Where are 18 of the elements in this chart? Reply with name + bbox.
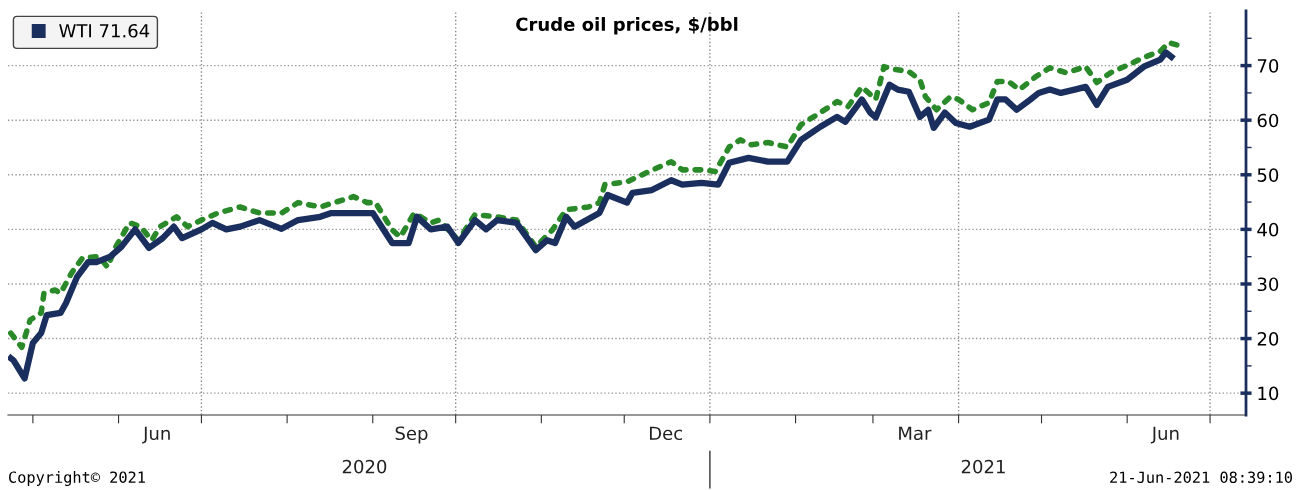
x-tick-label: Jun bbox=[142, 426, 170, 444]
x-tick-label: Sep bbox=[395, 426, 428, 444]
chart-title: Crude oil prices, $/bbl bbox=[516, 17, 738, 35]
y-tick-label: 70 bbox=[1257, 59, 1279, 73]
y-tick-label: 10 bbox=[1258, 386, 1279, 401]
y-tick-label: 40 bbox=[1257, 222, 1279, 237]
text: 21-Jun-2021 08:39:10 bbox=[1110, 471, 1293, 484]
x-tick-label: Jun bbox=[1150, 426, 1179, 444]
legend-label: WTI 71.64 bbox=[59, 23, 150, 38]
y-tick-label: 20 bbox=[1257, 332, 1279, 346]
text: Copyright© 2021 bbox=[9, 471, 145, 486]
x2-tick-label: 2020 bbox=[342, 459, 387, 474]
y-tick-label: 30 bbox=[1257, 277, 1279, 292]
x2-tick-label: 2021 bbox=[961, 459, 1005, 474]
y-tick-label: 60 bbox=[1257, 113, 1279, 128]
x-tick-label: Dec bbox=[649, 426, 683, 441]
y-tick-label: 50 bbox=[1257, 168, 1279, 182]
x-tick-label: Mar bbox=[899, 426, 932, 441]
